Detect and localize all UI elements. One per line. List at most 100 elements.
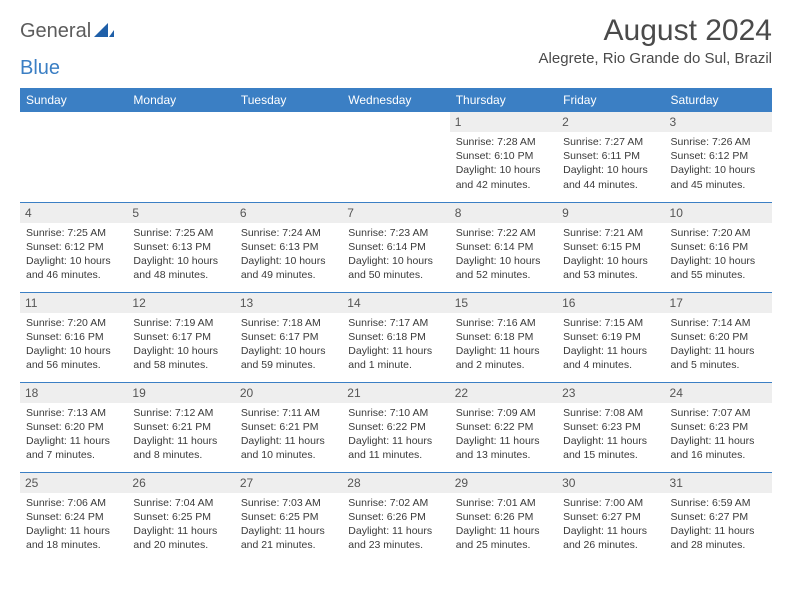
daylight-line: Daylight: 11 hours and 21 minutes. <box>241 524 336 552</box>
daylight-line: Daylight: 11 hours and 26 minutes. <box>563 524 658 552</box>
sunset-line: Sunset: 6:25 PM <box>241 510 336 524</box>
day-details: Sunrise: 7:18 AMSunset: 6:17 PMDaylight:… <box>241 316 336 373</box>
weekday-header-row: Sunday Monday Tuesday Wednesday Thursday… <box>20 88 772 112</box>
day-details: Sunrise: 7:03 AMSunset: 6:25 PMDaylight:… <box>241 496 336 553</box>
calendar-day-cell: 16 Sunrise: 7:15 AMSunset: 6:19 PMDayligh… <box>557 292 664 382</box>
daylight-line: Daylight: 10 hours and 55 minutes. <box>671 254 766 282</box>
day-number: 10 <box>665 203 772 223</box>
day-details: Sunrise: 7:09 AMSunset: 6:22 PMDaylight:… <box>456 406 551 463</box>
sunset-line: Sunset: 6:14 PM <box>348 240 443 254</box>
sunrise-line: Sunrise: 7:15 AM <box>563 316 658 330</box>
calendar-day-cell: 13 Sunrise: 7:18 AMSunset: 6:17 PMDayligh… <box>235 292 342 382</box>
calendar-day-cell: 29Sunrise: 7:01 AMSunset: 6:26 PMDayligh… <box>450 472 557 562</box>
calendar-week-row: 1Sunrise: 7:28 AMSunset: 6:10 PMDaylight… <box>20 112 772 202</box>
sunset-line: Sunset: 6:20 PM <box>26 420 121 434</box>
day-number: 24 <box>665 383 772 403</box>
sunrise-line: Sunrise: 7:07 AM <box>671 406 766 420</box>
sunset-line: Sunset: 6:20 PM <box>671 330 766 344</box>
day-number: 5 <box>127 203 234 223</box>
sunrise-line: Sunrise: 7:10 AM <box>348 406 443 420</box>
sunrise-line: Sunrise: 7:13 AM <box>26 406 121 420</box>
day-details: Sunrise: 7:14 AMSunset: 6:20 PMDaylight:… <box>671 316 766 373</box>
day-number: 28 <box>342 473 449 493</box>
sunrise-line: Sunrise: 7:22 AM <box>456 226 551 240</box>
daylight-line: Daylight: 11 hours and 11 minutes. <box>348 434 443 462</box>
weekday-header: Tuesday <box>235 88 342 112</box>
calendar-day-cell: 27 Sunrise: 7:03 AMSunset: 6:25 PMDayligh… <box>235 472 342 562</box>
day-number: 3 <box>665 112 772 132</box>
day-number: 29 <box>450 473 557 493</box>
sunrise-line: Sunrise: 7:20 AM <box>671 226 766 240</box>
daylight-line: Daylight: 11 hours and 28 minutes. <box>671 524 766 552</box>
sunset-line: Sunset: 6:11 PM <box>563 149 658 163</box>
calendar-week-row: 18Sunrise: 7:13 AMSunset: 6:20 PMDayligh… <box>20 382 772 472</box>
day-number: 11 <box>20 293 127 313</box>
daylight-line: Daylight: 10 hours and 48 minutes. <box>133 254 228 282</box>
weekday-header: Saturday <box>665 88 772 112</box>
day-number: 9 <box>557 203 664 223</box>
day-number: 1 <box>450 112 557 132</box>
daylight-line: Daylight: 10 hours and 42 minutes. <box>456 163 551 191</box>
sunrise-line: Sunrise: 7:28 AM <box>456 135 551 149</box>
daylight-line: Daylight: 10 hours and 44 minutes. <box>563 163 658 191</box>
calendar-day-cell: 19Sunrise: 7:12 AMSunset: 6:21 PMDayligh… <box>127 382 234 472</box>
brand-part1: General <box>20 20 91 43</box>
sunset-line: Sunset: 6:17 PM <box>241 330 336 344</box>
sunset-line: Sunset: 6:26 PM <box>456 510 551 524</box>
sunset-line: Sunset: 6:26 PM <box>348 510 443 524</box>
brand-sail-icon <box>94 21 114 37</box>
sunrise-line: Sunrise: 7:24 AM <box>241 226 336 240</box>
sunset-line: Sunset: 6:21 PM <box>241 420 336 434</box>
calendar-day-cell: 14Sunrise: 7:17 AMSunset: 6:18 PMDayligh… <box>342 292 449 382</box>
day-details: Sunrise: 7:28 AMSunset: 6:10 PMDaylight:… <box>456 135 551 192</box>
calendar-week-row: 25Sunrise: 7:06 AMSunset: 6:24 PMDayligh… <box>20 472 772 562</box>
day-number: 17 <box>665 293 772 313</box>
calendar-day-cell: 24Sunrise: 7:07 AMSunset: 6:23 PMDayligh… <box>665 382 772 472</box>
sunrise-line: Sunrise: 7:26 AM <box>671 135 766 149</box>
day-details: Sunrise: 7:13 AMSunset: 6:20 PMDaylight:… <box>26 406 121 463</box>
weekday-header: Wednesday <box>342 88 449 112</box>
daylight-line: Daylight: 10 hours and 46 minutes. <box>26 254 121 282</box>
sunrise-line: Sunrise: 7:01 AM <box>456 496 551 510</box>
sunset-line: Sunset: 6:16 PM <box>671 240 766 254</box>
sunset-line: Sunset: 6:23 PM <box>671 420 766 434</box>
day-details: Sunrise: 7:17 AMSunset: 6:18 PMDaylight:… <box>348 316 443 373</box>
sunset-line: Sunset: 6:13 PM <box>133 240 228 254</box>
day-number: 27 <box>235 473 342 493</box>
day-details: Sunrise: 7:10 AMSunset: 6:22 PMDaylight:… <box>348 406 443 463</box>
day-details: Sunrise: 7:20 AMSunset: 6:16 PMDaylight:… <box>26 316 121 373</box>
calendar-day-cell: 21Sunrise: 7:10 AMSunset: 6:22 PMDayligh… <box>342 382 449 472</box>
sunrise-line: Sunrise: 7:16 AM <box>456 316 551 330</box>
daylight-line: Daylight: 11 hours and 18 minutes. <box>26 524 121 552</box>
calendar-day-cell: 30Sunrise: 7:00 AMSunset: 6:27 PMDayligh… <box>557 472 664 562</box>
daylight-line: Daylight: 11 hours and 10 minutes. <box>241 434 336 462</box>
daylight-line: Daylight: 11 hours and 23 minutes. <box>348 524 443 552</box>
day-details: Sunrise: 7:15 AMSunset: 6:19 PMDaylight:… <box>563 316 658 373</box>
day-details: Sunrise: 7:11 AMSunset: 6:21 PMDaylight:… <box>241 406 336 463</box>
sunrise-line: Sunrise: 6:59 AM <box>671 496 766 510</box>
sunset-line: Sunset: 6:12 PM <box>671 149 766 163</box>
location-subtitle: Alegrete, Rio Grande do Sul, Brazil <box>539 50 772 67</box>
sunrise-line: Sunrise: 7:21 AM <box>563 226 658 240</box>
sunset-line: Sunset: 6:16 PM <box>26 330 121 344</box>
daylight-line: Daylight: 10 hours and 52 minutes. <box>456 254 551 282</box>
day-number: 6 <box>235 203 342 223</box>
day-number: 30 <box>557 473 664 493</box>
sunset-line: Sunset: 6:10 PM <box>456 149 551 163</box>
sunset-line: Sunset: 6:27 PM <box>563 510 658 524</box>
day-number: 16 <box>557 293 664 313</box>
sunrise-line: Sunrise: 7:19 AM <box>133 316 228 330</box>
day-details: Sunrise: 7:26 AMSunset: 6:12 PMDaylight:… <box>671 135 766 192</box>
calendar-day-cell: 1 Sunrise: 7:28 AMSunset: 6:10 PMDaylight… <box>450 112 557 202</box>
sunrise-line: Sunrise: 7:23 AM <box>348 226 443 240</box>
sunset-line: Sunset: 6:18 PM <box>348 330 443 344</box>
sunset-line: Sunset: 6:18 PM <box>456 330 551 344</box>
weekday-header: Monday <box>127 88 234 112</box>
sunrise-line: Sunrise: 7:11 AM <box>241 406 336 420</box>
calendar-week-row: 11 Sunrise: 7:20 AMSunset: 6:16 PMDayligh… <box>20 292 772 382</box>
day-number: 13 <box>235 293 342 313</box>
daylight-line: Daylight: 11 hours and 8 minutes. <box>133 434 228 462</box>
day-details: Sunrise: 7:19 AMSunset: 6:17 PMDaylight:… <box>133 316 228 373</box>
calendar-day-cell: 18Sunrise: 7:13 AMSunset: 6:20 PMDayligh… <box>20 382 127 472</box>
daylight-line: Daylight: 11 hours and 13 minutes. <box>456 434 551 462</box>
